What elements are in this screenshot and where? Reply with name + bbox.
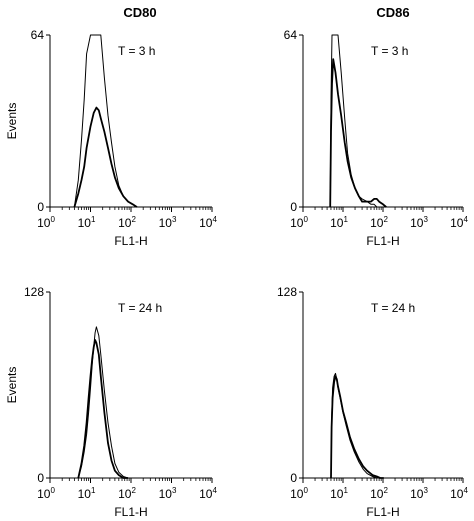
x-axis-label: FL1-H (114, 505, 147, 519)
y-tick-label: 64 (31, 28, 45, 42)
y-tick-label: 0 (37, 200, 44, 214)
x-tick-label: 102 (370, 215, 388, 230)
x-tick-label: 103 (410, 486, 428, 501)
x-tick-label: 103 (159, 486, 177, 501)
histogram-panel-3: 100 101 102 103 104 0 128 FL1-H Events T = 24 h (5, 285, 217, 519)
time-annotation: T = 24 h (118, 301, 162, 315)
x-tick-label: 104 (450, 215, 468, 230)
histogram-series-1 (73, 34, 138, 208)
x-axis-label: FL1-H (366, 505, 399, 519)
y-tick-label: 128 (277, 285, 297, 299)
x-tick-label: 104 (199, 215, 217, 230)
x-tick-label: 101 (78, 486, 96, 501)
x-tick-label: 104 (450, 486, 468, 501)
histogram-panel-4: 100 101 102 103 104 0 128 FL1-H T = 24 h (277, 285, 468, 519)
x-tick-label: 102 (118, 486, 136, 501)
y-tick-label: 64 (284, 28, 298, 42)
column-title-cd80: CD80 (123, 5, 156, 20)
x-tick-label: 100 (37, 486, 55, 501)
y-tick-label: 0 (290, 471, 297, 485)
histogram-series-1 (329, 34, 387, 208)
x-tick-label: 101 (330, 215, 348, 230)
x-tick-label: 102 (370, 486, 388, 501)
x-tick-label: 100 (290, 486, 308, 501)
histogram-series-1 (77, 326, 129, 479)
histogram-panel-1: 100 101 102 103 104 0 64 FL1-H Events T = 3 h (5, 28, 217, 248)
time-annotation: T = 24 h (371, 301, 415, 315)
x-tick-label: 103 (410, 215, 428, 230)
histogram-panel-2: 100 101 102 103 104 0 64 FL1-H T = 3 h (284, 28, 469, 248)
y-tick-label: 0 (37, 471, 44, 485)
time-annotation: T = 3 h (118, 44, 155, 58)
x-tick-label: 101 (78, 215, 96, 230)
histogram-series-2 (77, 339, 129, 479)
x-tick-label: 102 (118, 215, 136, 230)
y-tick-label: 0 (290, 200, 297, 214)
x-axis-label: FL1-H (114, 234, 147, 248)
y-axis-label: Events (5, 367, 19, 404)
histogram-series-2 (73, 106, 138, 208)
x-tick-label: 100 (290, 215, 308, 230)
x-tick-label: 104 (199, 486, 217, 501)
y-axis-label: Events (5, 103, 19, 140)
y-tick-label: 128 (24, 285, 44, 299)
time-annotation: T = 3 h (371, 44, 408, 58)
histogram-series-2 (329, 58, 387, 208)
x-tick-label: 100 (37, 215, 55, 230)
x-tick-label: 103 (159, 215, 177, 230)
column-title-cd86: CD86 (376, 5, 409, 20)
x-tick-label: 101 (330, 486, 348, 501)
histogram-series-2 (330, 375, 384, 479)
x-axis-label: FL1-H (366, 234, 399, 248)
